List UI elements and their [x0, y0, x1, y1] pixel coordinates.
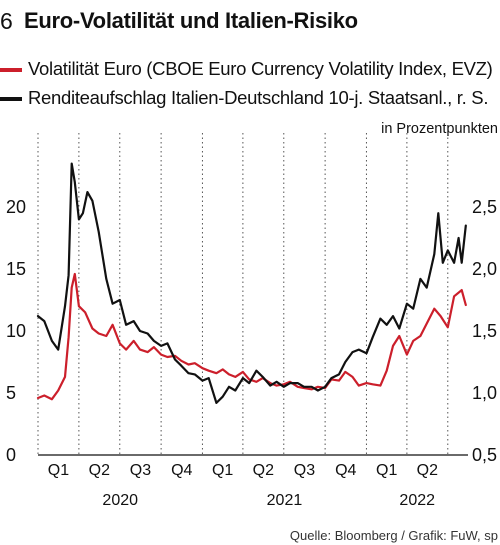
y-left-tick-0: 0 [6, 445, 16, 465]
x-tick-quarter-3: Q4 [171, 462, 192, 479]
x-tick-quarter-8: Q1 [376, 462, 397, 479]
legend-swatch-spread [0, 97, 22, 101]
legend-item-evz: Volatilität Euro (CBOE Euro Currency Vol… [0, 58, 500, 82]
y-right-tick-1: 1,0 [472, 383, 497, 403]
legend-swatch-evz [0, 68, 22, 72]
x-tick-year-2022: 2022 [399, 492, 435, 509]
x-tick-year-2020: 2020 [102, 492, 138, 509]
series-line-evz [36, 272, 467, 401]
series-lines [36, 162, 467, 404]
y-left-tick-1: 5 [6, 383, 16, 403]
source-note: Quelle: Bloomberg / Grafik: FuW, sp [289, 528, 498, 543]
legend-label-spread: Renditeaufschlag Italien-Deutschland 10-… [28, 87, 489, 108]
y-left-tick-2: 10 [6, 321, 26, 341]
x-tick-quarter-1: Q2 [89, 462, 110, 479]
x-tick-quarter-7: Q4 [335, 462, 356, 479]
grid [37, 133, 449, 455]
chart-title: Euro-Volatilität und Italien-Risiko [24, 8, 358, 33]
x-tick-quarter-0: Q1 [48, 462, 69, 479]
x-tick-quarter-2: Q3 [130, 462, 151, 479]
y-right-tick-2: 1,5 [472, 321, 497, 341]
y-right-tick-3: 2,0 [472, 259, 497, 279]
y-right-tick-4: 2,5 [472, 197, 497, 217]
x-tick-year-2021: 2021 [267, 492, 303, 509]
right-axis-unit: in Prozentpunkten [381, 121, 498, 137]
y-left-tick-3: 15 [6, 259, 26, 279]
axes: Q1 Q2 Q3 Q4 Q1 Q2 Q3 Q4 Q1 Q2 2020 2021 2022 0 5 10 15 20… [6, 197, 497, 509]
x-tick-quarter-6: Q3 [294, 462, 315, 479]
legend-label-evz: Volatilität Euro (CBOE Euro Currency Vol… [28, 58, 493, 79]
chart-header: 6 Euro-Volatilität und Italien-Risiko [0, 0, 500, 46]
legend-item-spread: Renditeaufschlag Italien-Deutschland 10-… [0, 87, 500, 111]
figure-number: 6 [0, 8, 13, 34]
series-line-spread [36, 162, 467, 404]
x-tick-quarter-4: Q1 [212, 462, 233, 479]
x-tick-quarter-9: Q2 [417, 462, 438, 479]
y-left-tick-4: 20 [6, 197, 26, 217]
y-right-tick-0: 0,5 [472, 445, 497, 465]
x-tick-quarter-5: Q2 [253, 462, 274, 479]
